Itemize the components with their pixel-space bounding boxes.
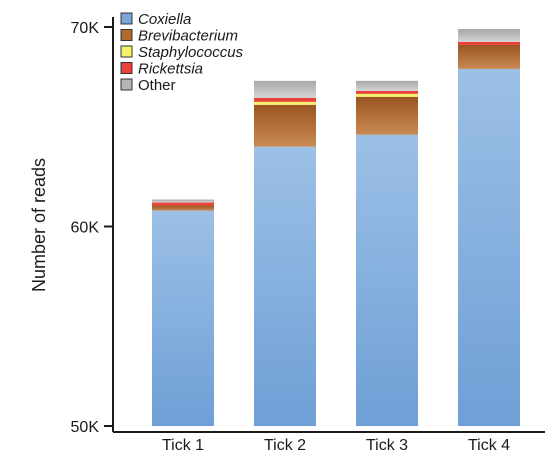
bar-segment-brevibacterium [458,44,520,69]
legend-swatch [120,62,133,74]
bar-segment-coxiella [458,68,520,427]
legend-swatch [120,45,133,58]
bar-segment-brevibacterium [254,104,316,147]
bar-segment-other [356,80,418,91]
bar-segment-rickettsia [254,97,316,102]
x-tick-label: Tick 2 [264,437,306,452]
legend-label: Brevibacterium [138,28,238,45]
y-tick-label: 70K [71,20,100,37]
bar-segment-staphylococcus [254,101,316,105]
x-tick-label: Tick 3 [366,437,408,452]
y-tick-label: 60K [71,220,100,237]
x-tick-label: Tick 4 [468,437,510,452]
bar-segment-coxiella [254,146,316,426]
legend-label: Other [138,77,176,94]
legend: CoxiellaBrevibacteriumStaphylococcusRick… [120,11,244,94]
y-axis-title: Number of reads [29,158,49,292]
bar-segment-coxiella [152,210,214,426]
x-tick-label: Tick 1 [162,437,204,452]
bar-segment-rickettsia [356,90,418,94]
bar-segment-staphylococcus [356,93,418,97]
legend-label: Coxiella [138,11,191,28]
legend-swatch [120,29,133,41]
y-ticks: 50K 60K 70K [71,20,113,436]
legend-swatch [120,78,133,91]
bar-segment-other [254,80,316,98]
y-tick-label: 50K [71,419,100,436]
bar-segment-coxiella [356,134,418,427]
legend-label: Staphylococcus [138,44,244,61]
bars-group [152,28,520,427]
legend-label: Rickettsia [138,61,203,78]
bar-segment-brevibacterium [152,205,214,211]
legend-swatch [120,12,133,25]
bar-segment-brevibacterium [356,96,418,135]
bar-segment-other [152,199,214,203]
bar-segment-other [458,28,520,42]
bar-segment-rickettsia [152,202,214,206]
bar-segment-rickettsia [458,41,520,45]
x-tick-labels: Tick 1 Tick 2 Tick 3 Tick 4 [162,437,510,452]
